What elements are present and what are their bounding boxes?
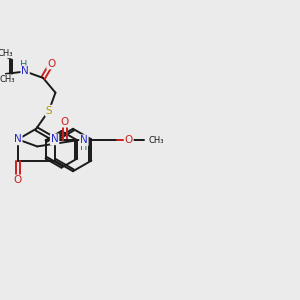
Text: N: N	[51, 134, 58, 144]
Text: CH₃: CH₃	[149, 136, 164, 145]
Text: CH₃: CH₃	[0, 75, 15, 84]
Text: O: O	[124, 135, 133, 145]
Text: H: H	[20, 60, 27, 70]
Text: N: N	[14, 134, 22, 144]
Text: N: N	[21, 66, 29, 76]
Text: N: N	[80, 135, 88, 145]
Text: O: O	[47, 58, 56, 68]
Text: CH₃: CH₃	[0, 49, 13, 58]
Text: O: O	[14, 176, 22, 185]
Text: S: S	[46, 106, 52, 116]
Text: O: O	[61, 117, 69, 127]
Text: H: H	[80, 142, 88, 152]
